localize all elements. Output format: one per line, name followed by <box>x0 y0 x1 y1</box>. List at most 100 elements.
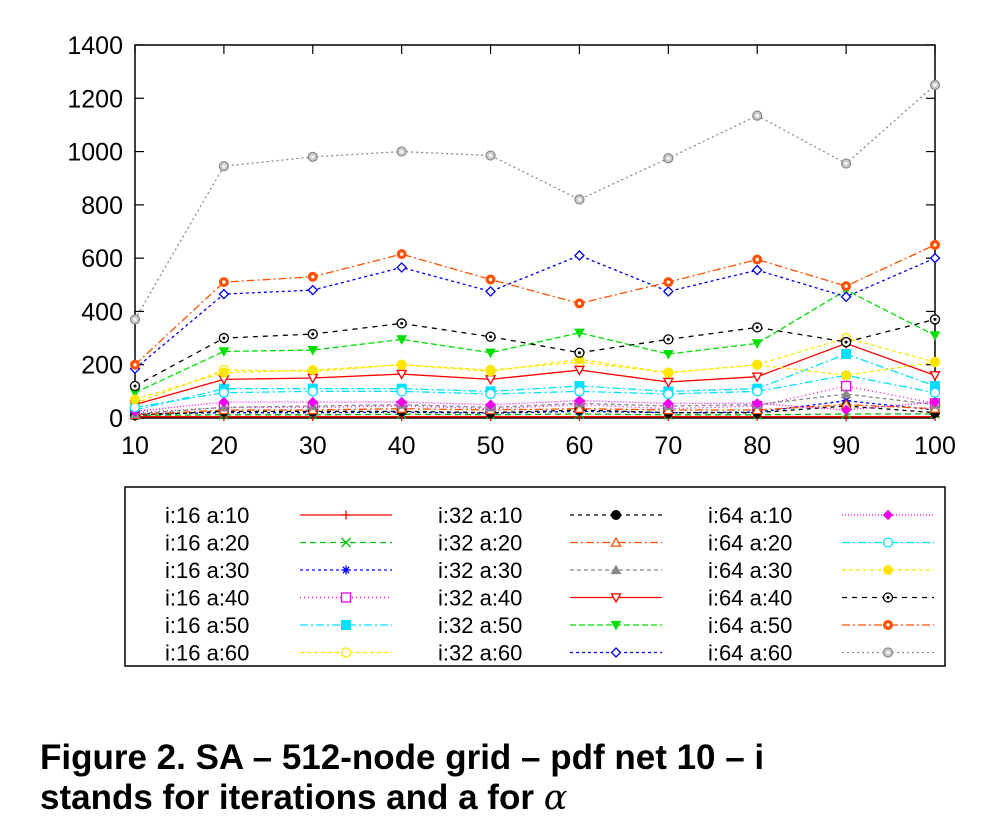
y-tick-label: 600 <box>81 245 123 273</box>
data-point <box>662 377 674 388</box>
legend-marker <box>610 564 622 575</box>
series-line <box>134 413 935 416</box>
data-point <box>307 365 318 376</box>
legend-label: i:32 a:20 <box>438 531 522 556</box>
series-line <box>134 342 936 406</box>
legend-entry: i:16 a:40 <box>165 586 392 611</box>
y-tick-label: 0 <box>109 405 123 433</box>
legend-label: i:32 a:30 <box>438 558 522 583</box>
series-line <box>134 318 936 387</box>
data-point <box>396 262 408 273</box>
series-line <box>134 404 936 416</box>
legend-marker <box>610 647 622 658</box>
legend-label: i:32 a:10 <box>438 503 522 528</box>
legend-label: i:16 a:20 <box>165 531 249 556</box>
data-point <box>218 367 229 378</box>
data-point <box>307 396 318 408</box>
chart: 0 200 400 600 800 1000 1200 1400 10 20 30 40 50 60 70… <box>67 32 956 667</box>
caption-alpha-symbol: α <box>543 778 568 818</box>
data-point-center <box>311 332 315 336</box>
series-line <box>134 393 936 415</box>
data-point <box>218 387 230 398</box>
data-point-center <box>933 243 937 247</box>
data-point-center <box>844 284 848 288</box>
data-point <box>485 388 496 400</box>
series-line <box>134 400 936 415</box>
data-point-center <box>933 83 937 87</box>
legend-entry: i:64 a:10 <box>708 503 934 528</box>
x-tick-label: 80 <box>743 432 771 460</box>
legend-label: i:16 a:50 <box>165 613 249 638</box>
legend-label: i:32 a:60 <box>438 641 522 666</box>
data-point-center <box>222 164 226 168</box>
data-point <box>663 388 674 400</box>
data-point <box>840 388 852 399</box>
legend-entry: i:64 a:20 <box>708 531 934 556</box>
series-11 <box>129 250 941 375</box>
data-point <box>841 370 852 381</box>
legend-label: i:32 a:40 <box>438 586 522 611</box>
legend-label: i:16 a:60 <box>165 641 249 666</box>
legend-marker <box>341 537 351 548</box>
series-7 <box>129 398 941 420</box>
data-point-center <box>577 351 581 355</box>
data-point <box>218 396 230 408</box>
data-point <box>929 252 941 264</box>
data-point <box>752 359 763 370</box>
data-point <box>840 291 852 303</box>
x-tick-label: 70 <box>654 432 682 460</box>
legend-label: i:64 a:40 <box>708 586 792 611</box>
data-point-center <box>400 150 404 154</box>
legend-marker-center <box>886 596 890 599</box>
x-tick-label: 30 <box>299 432 327 460</box>
legend-marker <box>341 510 351 520</box>
legend-label: i:64 a:10 <box>708 503 792 528</box>
series-line <box>134 353 936 411</box>
series-layer <box>129 79 941 422</box>
data-point <box>663 367 674 378</box>
legend-entry: i:32 a:40 <box>438 586 662 611</box>
legend-label: i:32 a:50 <box>438 613 522 638</box>
data-point <box>929 331 941 341</box>
data-point <box>574 328 585 339</box>
data-point-center <box>844 162 848 166</box>
data-point-center <box>311 155 315 159</box>
data-point <box>662 286 674 297</box>
legend-marker <box>610 536 622 547</box>
y-tick-label: 400 <box>81 298 123 326</box>
data-point <box>752 386 763 397</box>
series-0 <box>130 412 940 422</box>
legend-entry: i:32 a:10 <box>438 503 662 528</box>
y-tick-label: 800 <box>81 192 123 220</box>
data-point <box>307 284 319 296</box>
legend-marker <box>341 620 351 630</box>
data-point <box>573 402 586 413</box>
series-line <box>134 405 936 416</box>
data-point-center <box>666 280 671 284</box>
legend-entry: i:16 a:10 <box>165 503 392 528</box>
legend-label: i:64 a:60 <box>708 641 792 666</box>
series-line <box>134 374 936 408</box>
y-axis: 0 200 400 600 800 1000 1200 1400 <box>67 32 935 433</box>
x-tick-label: 60 <box>566 432 594 460</box>
data-point <box>574 386 585 397</box>
data-point-center <box>933 317 937 321</box>
data-point <box>485 399 496 410</box>
legend-entry: i:16 a:50 <box>165 613 392 638</box>
caption-line-2: stands for iterations and a for α <box>40 778 980 818</box>
series-15 <box>129 314 941 392</box>
data-point-center <box>489 154 493 158</box>
series-8 <box>129 388 941 419</box>
x-tick-label: 90 <box>832 432 860 460</box>
data-point-center <box>133 363 137 367</box>
data-point <box>130 394 140 405</box>
caption-line-1: Figure 2. SA – 512-node grid – pdf net 1… <box>40 738 765 777</box>
y-tick-label: 1200 <box>67 85 123 113</box>
legend-marker <box>611 510 621 520</box>
data-point <box>663 398 674 409</box>
legend-entry: i:16 a:60 <box>165 641 392 666</box>
legend-label: i:64 a:50 <box>708 613 792 638</box>
data-point <box>396 386 407 397</box>
data-point <box>929 396 941 408</box>
series-2 <box>130 396 940 419</box>
